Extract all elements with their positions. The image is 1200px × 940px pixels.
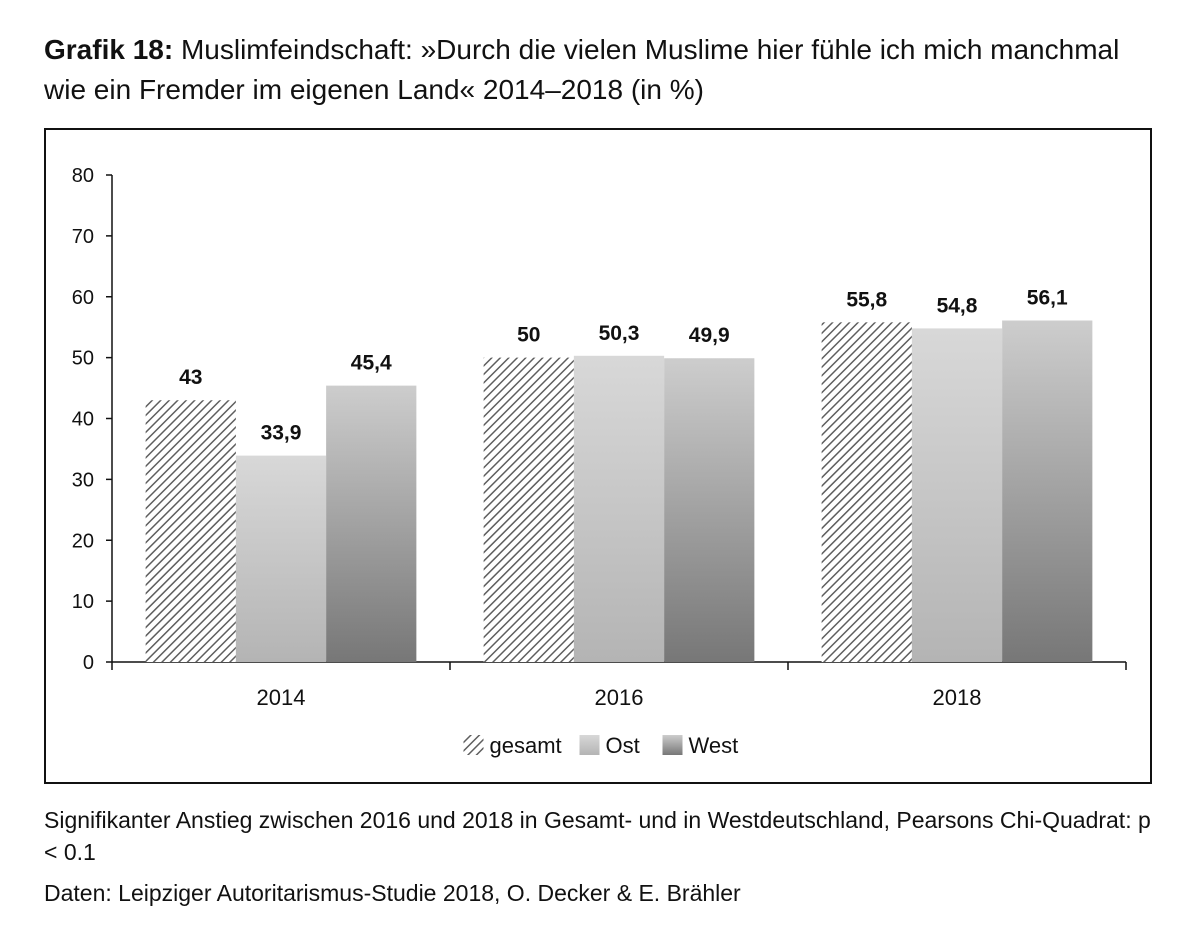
data-label: 50,3 (599, 322, 640, 345)
significance-note: Signifikanter Anstieg zwischen 2016 und … (44, 807, 1151, 865)
data-label: 33,9 (261, 422, 302, 445)
legend-swatch-gesamt (463, 735, 484, 755)
legend-label: West (689, 733, 739, 758)
data-label: 45,4 (351, 352, 392, 375)
y-tick-label: 0 (83, 652, 94, 674)
bar-ost-2014 (235, 455, 327, 662)
data-label: 50 (517, 324, 540, 347)
bar-west-2014 (326, 385, 417, 662)
bar-ost-2018 (911, 328, 1003, 662)
bar-gesamt-2016 (483, 357, 574, 662)
data-label: 54,8 (937, 294, 978, 317)
data-label: 49,9 (689, 324, 730, 347)
legend-label: gesamt (490, 733, 562, 758)
chart-frame (44, 128, 1152, 784)
y-tick-label: 20 (72, 530, 94, 552)
bar-ost-2016 (573, 355, 665, 662)
legend-swatch-west (662, 735, 683, 755)
data-label: 43 (179, 366, 202, 389)
y-tick-label: 50 (72, 348, 94, 370)
chart-title: Grafik 18: Muslimfeindschaft: »Durch die… (44, 30, 1164, 110)
y-tick-label: 60 (72, 287, 94, 309)
y-tick-label: 30 (72, 469, 94, 491)
y-tick-label: 70 (72, 226, 94, 248)
chart-title-text: Muslimfeindschaft: »Durch die vielen Mus… (44, 34, 1120, 105)
x-tick-label: 2016 (595, 685, 644, 710)
y-tick-label: 40 (72, 409, 94, 431)
bar-gesamt-2014 (145, 400, 236, 662)
legend-label: Ost (606, 733, 640, 758)
data-label: 56,1 (1027, 286, 1068, 309)
x-tick-label: 2018 (933, 685, 982, 710)
x-tick-label: 2014 (257, 685, 306, 710)
data-source: Daten: Leipziger Autoritarismus-Studie 2… (44, 880, 741, 906)
bar-gesamt-2018 (821, 322, 912, 662)
chart-title-number: Grafik 18: (44, 34, 174, 65)
bar-chart: 0 10 20 30 40 50 60 70 80 2014 2016 2018 43 50 55,8 33… (72, 165, 1127, 758)
legend-swatch-ost (579, 735, 600, 755)
bar-west-2016 (664, 358, 755, 662)
y-tick-label: 10 (72, 591, 94, 613)
bar-west-2018 (1002, 320, 1093, 662)
data-label: 55,8 (846, 288, 887, 311)
y-tick-label: 80 (72, 165, 94, 187)
